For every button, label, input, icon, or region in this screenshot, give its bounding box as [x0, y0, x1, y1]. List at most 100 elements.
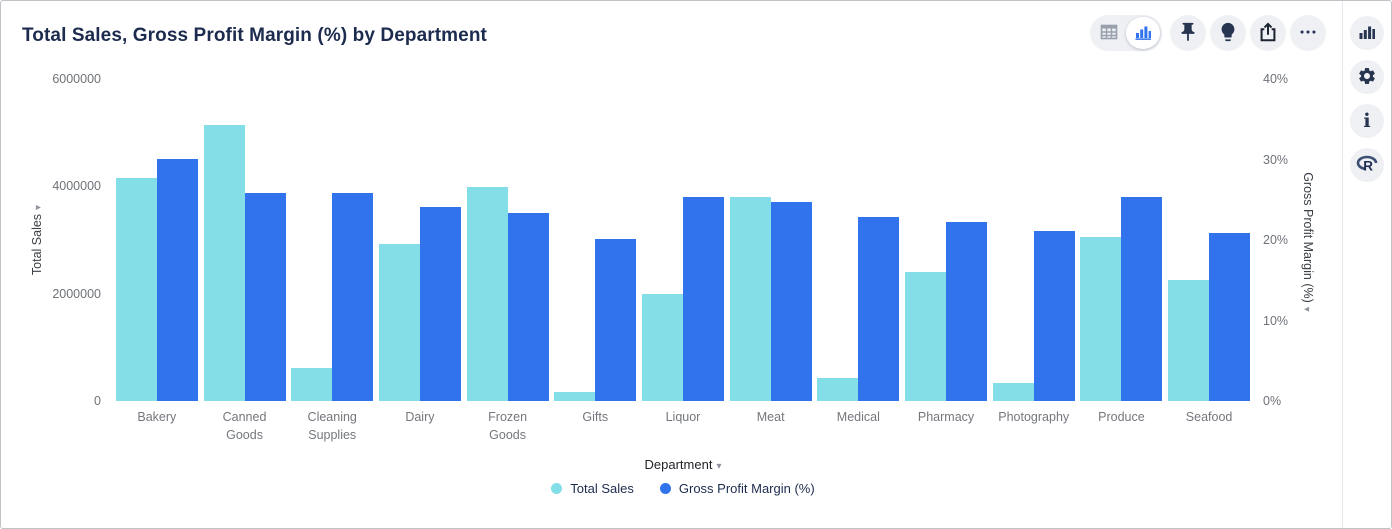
category-label-frozen-goods: Frozen Goods	[488, 410, 528, 443]
right-axis-title[interactable]: Gross Profit Margin (%) ▾	[1301, 172, 1315, 312]
x-axis-category-labels: Bakery Canned Goods Cleaning Supplies Dairy…	[113, 408, 1253, 444]
bar-group-produce	[1078, 79, 1166, 401]
left-axis-ticks: 0 2000000 4000000 6000000	[1, 72, 101, 408]
bar-gross-profit-margin-produce[interactable]	[1121, 197, 1163, 401]
axis-tick-label: 10%	[1263, 314, 1289, 328]
bar-gross-profit-margin-medical[interactable]	[858, 217, 900, 401]
category-label-cleaning-supplies: Cleaning Supplies	[307, 410, 357, 443]
bar-gross-profit-margin-bakery[interactable]	[156, 159, 198, 401]
category-label-pharmacy: Pharmacy	[917, 410, 975, 424]
category-label-canned-goods: Canned Goods	[222, 410, 267, 443]
bar-group-seafood	[1165, 79, 1253, 401]
axis-tick-label: 0	[94, 394, 101, 408]
bar-group-liquor	[639, 79, 727, 401]
insights-bulb-icon	[1217, 21, 1239, 46]
chart-view-icon	[1133, 22, 1153, 45]
chart-toolbar	[1090, 15, 1326, 51]
category-label-dairy: Dairy	[405, 410, 435, 424]
chart-title: Total Sales, Gross Profit Margin (%) by …	[22, 25, 487, 46]
axis-tick-label: 20%	[1263, 233, 1289, 247]
left-axis-title-label: Total Sales	[30, 213, 44, 276]
legend-item-total-sales[interactable]: Total Sales	[551, 481, 634, 496]
bar-gross-profit-margin-seafood[interactable]	[1209, 233, 1251, 401]
bar-total-sales-bakery[interactable]	[115, 178, 157, 401]
info-button[interactable]: i	[1350, 104, 1384, 138]
share-button[interactable]	[1250, 15, 1286, 51]
bar-group-canned-goods	[201, 79, 289, 401]
x-axis-title-label: Department	[644, 457, 713, 472]
r-analysis-icon: R	[1355, 152, 1379, 179]
bar-gross-profit-margin-dairy[interactable]	[419, 207, 461, 401]
sort-caret-icon: ▾	[1301, 306, 1312, 312]
bar-gross-profit-margin-gifts[interactable]	[595, 239, 637, 401]
bar-total-sales-canned-goods[interactable]	[203, 125, 245, 401]
legend-item-gross-profit-margin[interactable]: Gross Profit Margin (%)	[659, 481, 815, 496]
bar-group-frozen-goods	[464, 79, 552, 401]
chart-view-button[interactable]	[1126, 17, 1160, 49]
bar-group-dairy	[376, 79, 464, 401]
bar-group-pharmacy	[902, 79, 990, 401]
bar-gross-profit-margin-canned-goods[interactable]	[244, 193, 286, 401]
pin-button[interactable]	[1170, 15, 1206, 51]
bar-group-meat	[727, 79, 815, 401]
axis-tick-label: 40%	[1263, 72, 1289, 86]
bar-group-cleaning-supplies	[288, 79, 376, 401]
chart-type-button[interactable]	[1350, 16, 1384, 50]
category-label-photography: Photography	[998, 410, 1070, 424]
table-view-icon	[1099, 22, 1119, 45]
category-label-meat: Meat	[756, 410, 785, 424]
r-analysis-button[interactable]: R	[1350, 148, 1384, 182]
more-options-button[interactable]	[1290, 15, 1326, 51]
axis-tick-label: 2000000	[52, 287, 101, 301]
x-axis-title[interactable]: Department ▾	[113, 457, 1253, 472]
insights-button[interactable]	[1210, 15, 1246, 51]
bar-total-sales-pharmacy[interactable]	[905, 272, 947, 401]
bar-group-medical	[815, 79, 903, 401]
bar-total-sales-cleaning-supplies[interactable]	[291, 368, 333, 401]
share-icon	[1257, 21, 1279, 46]
bar-total-sales-dairy[interactable]	[378, 244, 420, 401]
info-icon: i	[1363, 109, 1371, 132]
bar-total-sales-produce[interactable]	[1080, 237, 1122, 401]
legend-dot	[551, 483, 563, 494]
bar-total-sales-photography[interactable]	[992, 383, 1034, 401]
axis-tick-label: 0%	[1263, 394, 1282, 408]
bar-gross-profit-margin-frozen-goods[interactable]	[507, 213, 549, 401]
bar-total-sales-meat[interactable]	[729, 197, 771, 401]
legend-dot	[659, 483, 671, 494]
bar-total-sales-medical[interactable]	[817, 378, 859, 401]
legend-label: Total Sales	[570, 481, 634, 496]
settings-button[interactable]	[1350, 60, 1384, 94]
right-icon-rail: i R	[1342, 1, 1391, 528]
settings-gear-icon	[1357, 66, 1377, 89]
axis-tick-label: 30%	[1263, 153, 1289, 167]
category-label-gifts: Gifts	[582, 410, 609, 424]
right-axis-title-label: Gross Profit Margin (%)	[1301, 172, 1315, 303]
sort-caret-icon: ▾	[716, 461, 722, 472]
bar-group-bakery	[113, 79, 201, 401]
category-label-seafood: Seafood	[1185, 410, 1233, 424]
bar-gross-profit-margin-meat[interactable]	[770, 202, 812, 401]
category-label-liquor: Liquor	[665, 410, 701, 424]
table-view-button[interactable]	[1092, 17, 1126, 49]
bar-total-sales-liquor[interactable]	[641, 294, 683, 401]
bar-total-sales-gifts[interactable]	[554, 392, 596, 401]
bar-group-photography	[990, 79, 1078, 401]
axis-tick-label: 6000000	[52, 72, 101, 86]
widget-header: Total Sales, Gross Profit Margin (%) by …	[1, 1, 1344, 65]
bar-gross-profit-margin-cleaning-supplies[interactable]	[332, 193, 374, 401]
more-options-icon	[1297, 21, 1319, 46]
bar-total-sales-frozen-goods[interactable]	[466, 187, 508, 401]
category-label-medical: Medical	[836, 410, 880, 424]
bar-total-sales-seafood[interactable]	[1168, 280, 1210, 401]
bar-gross-profit-margin-pharmacy[interactable]	[946, 222, 988, 401]
chart-legend: Total Sales Gross Profit Margin (%)	[113, 481, 1253, 496]
left-axis-title[interactable]: Total Sales ▾	[30, 205, 44, 275]
view-toggle	[1090, 15, 1162, 51]
chart-main-area: Total Sales, Gross Profit Margin (%) by …	[1, 1, 1344, 528]
axis-tick-label: 4000000	[52, 179, 101, 193]
bar-gross-profit-margin-liquor[interactable]	[682, 197, 724, 401]
category-label-bakery: Bakery	[137, 410, 177, 424]
bar-gross-profit-margin-photography[interactable]	[1033, 231, 1075, 401]
